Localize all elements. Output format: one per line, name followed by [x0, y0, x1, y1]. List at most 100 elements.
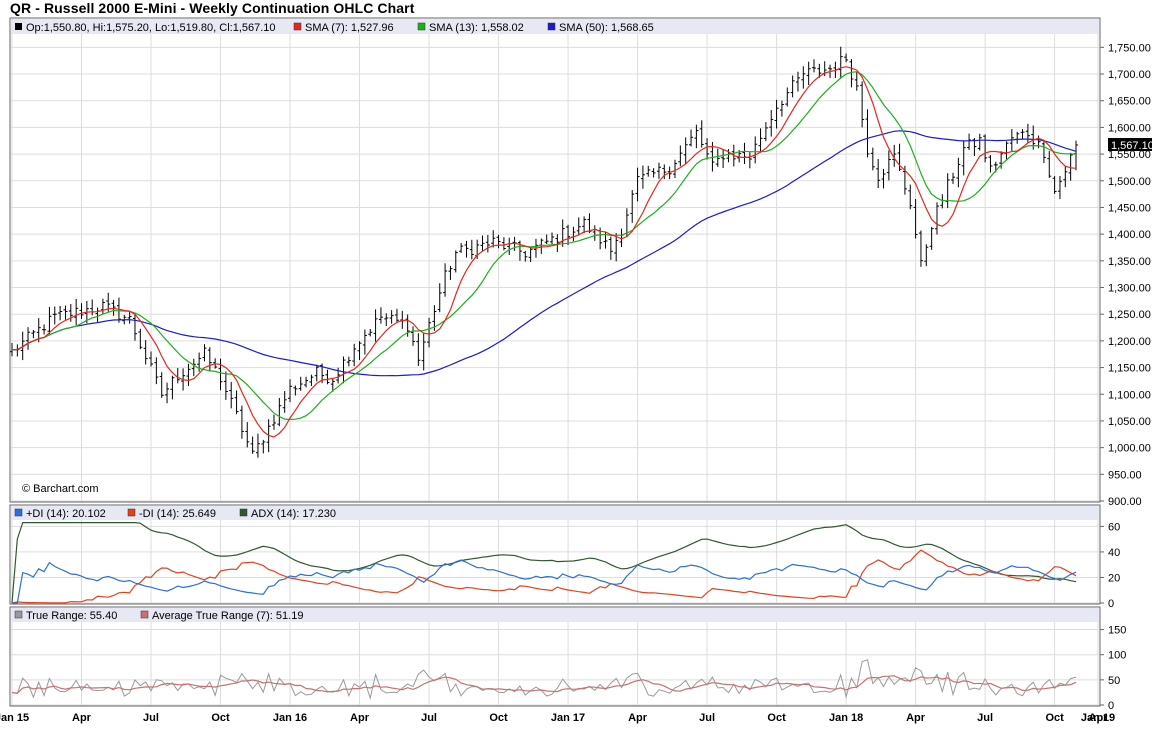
- dmi-legend-bar: [11, 506, 1099, 520]
- minus-di-legend-swatch: [127, 508, 136, 517]
- ohlc-bar: [967, 133, 972, 151]
- ohlc-bar: [416, 333, 421, 366]
- watermark: © Barchart.com: [22, 483, 99, 495]
- ohlc-bar: [672, 159, 677, 178]
- ohlc-bar: [491, 230, 496, 248]
- ohlc-bar: [165, 382, 170, 404]
- ohlc-bar: [293, 385, 298, 396]
- sma13-legend-swatch: [417, 22, 426, 31]
- y-tick-label: 1,350.00: [1108, 256, 1151, 268]
- x-tick-label: Oct: [489, 712, 508, 724]
- sma13-legend-text: SMA (13): 1,558.02: [429, 22, 524, 34]
- ohlc-bar: [111, 299, 116, 316]
- y-tick-label: 1,750.00: [1108, 42, 1151, 54]
- ohlc-bar: [362, 329, 367, 355]
- ohlc-bar: [501, 237, 506, 251]
- ohlc-bar: [582, 216, 587, 234]
- ohlc-bar: [983, 134, 988, 163]
- ohlc-bar: [288, 379, 293, 403]
- x-tick-label: Jan 16: [273, 712, 307, 724]
- y-tick-label: 950.00: [1108, 469, 1142, 481]
- ohlc-bar: [699, 120, 704, 148]
- adx-legend-swatch: [239, 508, 248, 517]
- ohlc-bar: [876, 158, 881, 189]
- ohlc-bar: [689, 129, 694, 147]
- ohlc-bar: [646, 165, 651, 177]
- ohlc-bar: [705, 138, 710, 160]
- y-tick-label: 1,650.00: [1108, 96, 1151, 108]
- ohlc-bar: [443, 263, 448, 297]
- ohlc-bar: [886, 150, 891, 181]
- ohlc-bar: [812, 59, 817, 73]
- ohlc-bar: [1063, 165, 1068, 188]
- ohlc-bar: [68, 304, 73, 322]
- x-tick-label: Jan 18: [829, 712, 863, 724]
- ohlc-bar: [207, 347, 212, 372]
- x-tick-label: Jul: [977, 712, 993, 724]
- x-tick-label: Jan 17: [551, 712, 585, 724]
- atr-legend-swatch: [140, 610, 149, 619]
- ohlc-bar: [421, 333, 426, 371]
- ohlc-bar: [838, 46, 843, 79]
- ohlc-bar: [437, 283, 442, 313]
- x-tick-label: Jul: [421, 712, 437, 724]
- dmi-tick-label: 0: [1108, 598, 1114, 610]
- ohlc-bar: [143, 340, 148, 365]
- ohlc-legend-text: Op:1,550.80, Hi:1,575.20, Lo:1,519.80, C…: [26, 22, 276, 34]
- ohlc-bar: [47, 307, 52, 336]
- ohlc-bar: [100, 298, 105, 315]
- ohlc-bar: [544, 234, 549, 245]
- ohlc-bar: [127, 310, 132, 324]
- minus-di-legend-text: -DI (14): 25.649: [139, 508, 216, 520]
- ohlc-bar: [282, 391, 287, 413]
- y-tick-label: 1,450.00: [1108, 202, 1151, 214]
- ohlc-bar: [662, 164, 667, 180]
- ohlc-bar: [74, 298, 79, 326]
- sma7-legend-text: SMA (7): 1,527.96: [305, 22, 394, 34]
- ohlc-bar: [26, 327, 31, 350]
- sma7-line: [12, 66, 1077, 438]
- ohlc-bar: [250, 436, 255, 454]
- ohlc-bar: [186, 363, 191, 386]
- atr-legend: True Range: 55.40 Average True Range (7)…: [14, 610, 303, 622]
- ohlc-bar: [373, 309, 378, 342]
- ohlc-bar: [234, 390, 239, 415]
- ohlc-bar: [261, 439, 266, 454]
- dmi-panel: [9, 504, 1101, 605]
- ohlc-bar: [763, 122, 768, 142]
- ohlc-bar: [1041, 141, 1046, 164]
- ohlc-bar: [785, 87, 790, 107]
- y-tick-label: 1,250.00: [1108, 309, 1151, 321]
- ohlc-bar: [801, 66, 806, 89]
- x-tick-label: Jan 15: [0, 712, 29, 724]
- x-tick-label: Apr: [628, 712, 648, 724]
- ohlc-bar: [459, 243, 464, 253]
- ohlc-bar: [58, 305, 63, 321]
- ohlc-bar: [138, 328, 143, 350]
- ohlc-bar: [614, 233, 619, 262]
- y-tick-label: 900.00: [1108, 496, 1142, 508]
- atr-tick-label: 50: [1108, 675, 1120, 687]
- ohlc-bar: [721, 149, 726, 168]
- atr-line: [11, 675, 1077, 694]
- atr-tick-label: 150: [1108, 625, 1126, 637]
- sma50-legend-text: SMA (50): 1,568.65: [559, 22, 654, 34]
- x-tick-label: Oct: [767, 712, 786, 724]
- y-tick-label: 1,200.00: [1108, 336, 1151, 348]
- ohlc-bar: [245, 422, 250, 448]
- ohlc-bar: [870, 147, 875, 171]
- ohlc-bar: [485, 234, 490, 253]
- sma50-legend-swatch: [547, 22, 556, 31]
- x-tick-label: Oct: [1045, 712, 1064, 724]
- atr-tick-label: 0: [1108, 700, 1114, 712]
- ohlc-bar: [79, 303, 84, 319]
- ohlc-bar: [945, 173, 950, 209]
- ohlc-bar: [330, 378, 335, 392]
- ohlc-bar: [448, 265, 453, 280]
- ohlc-bar: [961, 140, 966, 176]
- ohlc-bar: [683, 137, 688, 164]
- ohlc-bar: [860, 81, 865, 128]
- ohlc-bar: [694, 124, 699, 149]
- y-tick-label: 1,600.00: [1108, 122, 1151, 134]
